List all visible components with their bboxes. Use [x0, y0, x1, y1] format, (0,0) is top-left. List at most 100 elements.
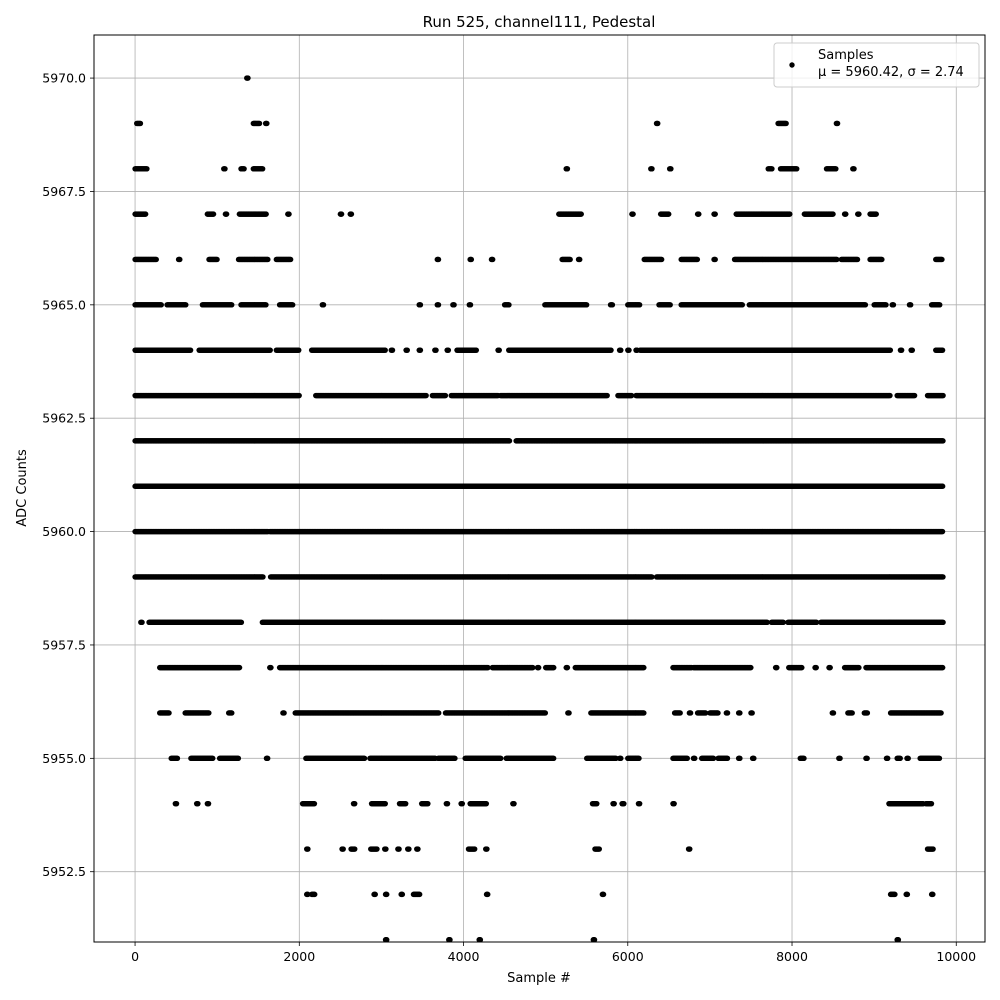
sample-point: [908, 302, 914, 308]
sample-point: [851, 166, 857, 172]
sample-point: [287, 256, 294, 263]
sample-point: [567, 256, 573, 263]
sample-point: [626, 347, 632, 353]
sample-point: [879, 256, 885, 263]
sample-point: [911, 392, 918, 399]
sample-point: [696, 211, 702, 217]
sample-point: [769, 166, 775, 172]
sample-point: [177, 256, 183, 263]
sample-point: [856, 211, 862, 217]
sample-point: [564, 166, 571, 172]
sample-point: [435, 256, 442, 263]
sample-point: [263, 211, 269, 217]
sample-point: [158, 302, 164, 308]
sample-point: [467, 302, 474, 308]
sample-point: [468, 256, 475, 263]
sample-point: [658, 256, 665, 263]
sample-point: [939, 256, 945, 263]
sample-point: [187, 347, 194, 353]
sample-point: [256, 120, 263, 127]
sample-point: [694, 256, 701, 263]
sample-point: [267, 347, 273, 353]
sample-point: [883, 302, 889, 308]
sample-point: [787, 211, 793, 217]
sample-point: [296, 347, 302, 353]
sample-point: [739, 302, 746, 308]
sample-point: [445, 347, 452, 353]
sample-point: [229, 302, 235, 308]
sample-point: [210, 211, 217, 217]
sample-point: [609, 302, 616, 308]
sample-point: [618, 347, 624, 353]
sample-point: [636, 302, 643, 308]
sample-point: [873, 211, 879, 217]
sample-point: [490, 256, 496, 263]
chart-title: Run 525, channel111, Pedestal: [423, 13, 656, 31]
sample-point: [435, 302, 442, 308]
sample-point: [712, 211, 718, 217]
sample-point: [320, 302, 327, 308]
sample-point: [214, 256, 220, 263]
sample-point: [604, 392, 610, 399]
sample-point: [265, 256, 271, 263]
sample-point: [417, 347, 424, 353]
sample-point: [940, 392, 946, 399]
sample-point: [854, 256, 861, 263]
sample-point: [649, 166, 655, 172]
sample-point: [259, 166, 266, 172]
sample-point: [834, 120, 841, 127]
sample-point: [834, 256, 840, 263]
sample-point: [608, 347, 614, 353]
sample-point: [442, 392, 449, 399]
sample-point: [451, 302, 457, 308]
sample-point: [898, 347, 905, 353]
sample-point: [423, 392, 429, 399]
sample-point: [655, 120, 661, 127]
sample-point: [153, 256, 159, 263]
sample-point: [887, 347, 894, 353]
sample-point: [887, 392, 893, 399]
sample-point: [830, 211, 836, 217]
sample-point: [937, 302, 943, 308]
sample-point: [862, 302, 869, 308]
sample-point: [183, 302, 189, 308]
sample-point: [630, 211, 636, 217]
sample-point: [783, 120, 789, 127]
sample-point: [263, 302, 269, 308]
sample-point: [909, 347, 916, 353]
sample-point: [506, 302, 512, 308]
sample-point: [712, 256, 718, 263]
sample-point: [843, 211, 849, 217]
sample-point: [389, 347, 396, 353]
sample-point: [382, 347, 388, 353]
sample-point: [338, 211, 345, 217]
sample-point: [577, 256, 583, 263]
sample-point: [264, 120, 270, 127]
sample-point: [833, 166, 839, 172]
points-layer: [132, 75, 946, 943]
sample-point: [667, 302, 673, 308]
sample-point: [286, 211, 292, 217]
sample-point: [939, 347, 946, 353]
sample-point: [473, 347, 480, 353]
sample-point: [404, 347, 410, 353]
sample-point: [666, 211, 672, 217]
sample-point: [578, 211, 584, 217]
sample-point: [668, 166, 674, 172]
sample-point: [223, 211, 230, 217]
sample-point: [583, 302, 590, 308]
sample-point: [245, 75, 251, 81]
sample-point: [506, 438, 513, 444]
sample-point: [241, 166, 247, 172]
sample-point: [222, 166, 228, 172]
sample-point: [144, 166, 150, 172]
sample-point: [348, 211, 355, 217]
sample-point: [142, 211, 149, 217]
sample-point: [890, 302, 897, 308]
sample-point: [296, 392, 302, 399]
sample-point: [496, 347, 502, 353]
sample-point: [794, 166, 800, 172]
